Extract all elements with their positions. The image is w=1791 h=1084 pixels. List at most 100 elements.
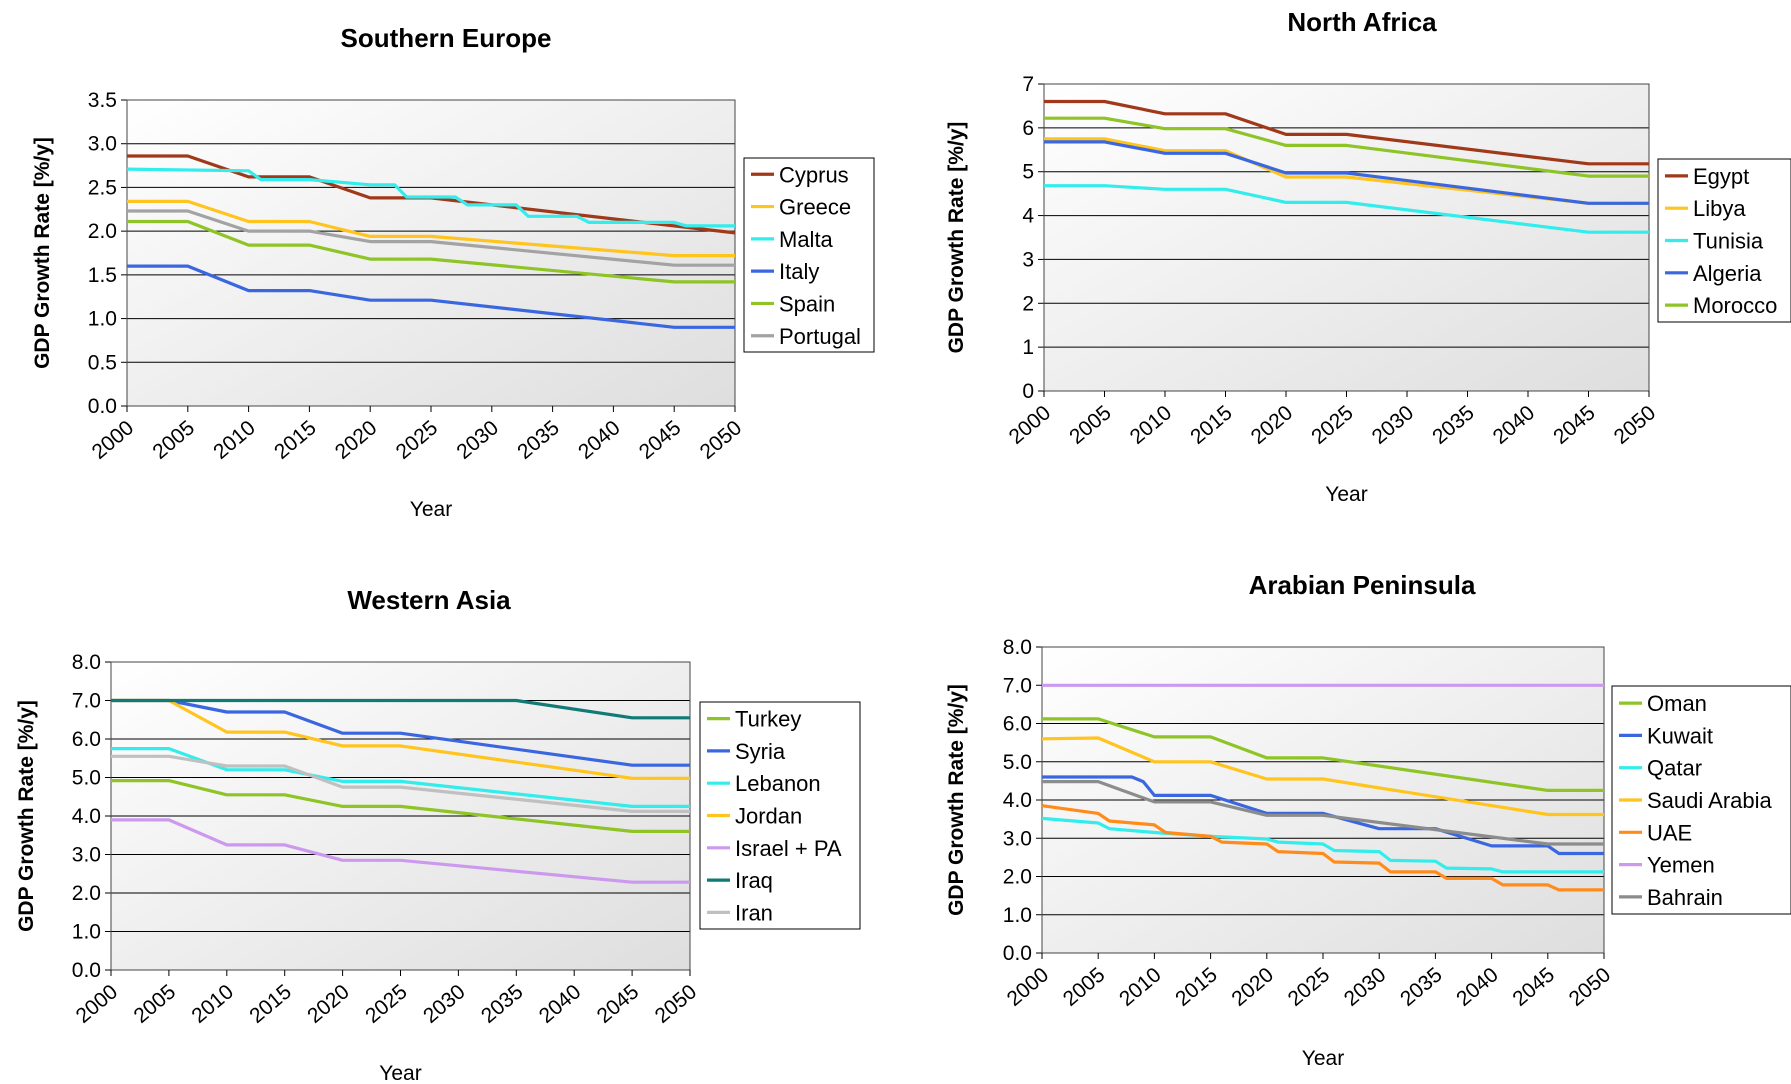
x-tick-label: 2045 [1508,963,1559,1011]
y-tick-label: 6.0 [1003,713,1032,736]
legend-label: Italy [779,259,819,284]
x-tick-label: 2040 [1452,963,1503,1011]
x-tick-label: 2045 [635,416,686,464]
x-tick-label: 2040 [1489,401,1540,449]
y-axis-title: GDP Growth Rate [%/y] [15,700,38,932]
series-line-bahrain [1042,780,1604,846]
y-tick-label: 4 [1022,205,1034,228]
x-axis-title: Year [1325,483,1367,506]
series-line-saudi-arabia [1041,736,1604,817]
legend-label: Morocco [1693,293,1777,318]
series-line-oman [1042,717,1604,792]
y-tick-label: 3.0 [72,844,101,867]
series-line-syria [111,698,690,767]
x-tick-label: 2035 [513,416,564,464]
legend [743,157,875,353]
legend-label: Bahrain [1647,885,1723,910]
legend-label: Spain [779,291,835,316]
series-line-tunisia [1044,184,1649,234]
y-tick-label: 0.0 [72,959,101,982]
x-tick-label: 2040 [574,416,625,464]
x-tick-label: 2000 [1003,963,1054,1011]
x-tick-label: 2010 [1126,401,1177,449]
y-tick-label: 1.0 [72,921,101,944]
series-line-qatar [1041,816,1604,874]
y-tick-label: 2 [1022,292,1034,315]
y-axis-title: GDP Growth Rate [%/y] [945,684,968,916]
x-tick-label: 2040 [535,980,586,1028]
y-tick-label: 3 [1022,248,1034,271]
y-tick-label: 4.0 [1003,789,1032,812]
x-tick-label: 2005 [148,416,199,464]
series-line-iraq [111,698,690,720]
series-line-morocco [1044,116,1649,178]
y-tick-label: 0.0 [1003,942,1032,965]
y-tick-label: 1.5 [88,264,117,287]
x-tick-label: 2030 [1368,401,1419,449]
series-line-uae [1041,804,1604,892]
x-tick-label: 2010 [209,416,260,464]
x-tick-label: 2005 [1059,963,1110,1011]
legend-label: Turkey [735,707,801,732]
chart-title: Western Asia [347,585,511,615]
legend-label: Saudi Arabia [1647,788,1773,813]
legend-label: Qatar [1647,756,1702,781]
legend-label: Iran [735,900,773,925]
series-line-portugal [127,209,735,267]
x-tick-label: 2010 [187,980,238,1028]
series-line-malta [126,167,735,228]
legend-label: Portugal [779,324,861,349]
legend-label: Kuwait [1647,723,1713,748]
x-tick-label: 2025 [361,980,412,1028]
x-tick-label: 2020 [1227,963,1278,1011]
plot-area [1044,84,1649,391]
x-axis-title: Year [410,498,452,521]
y-tick-label: 7.0 [72,690,101,713]
x-tick-label: 2025 [1284,963,1335,1011]
y-tick-label: 7.0 [1003,674,1032,697]
chart-title: Southern Europe [341,23,552,53]
x-tick-label: 2035 [477,980,528,1028]
x-tick-label: 2020 [1247,401,1298,449]
x-tick-label: 2045 [1549,401,1600,449]
y-tick-label: 1.0 [1003,904,1032,927]
x-tick-label: 2035 [1428,401,1479,449]
y-tick-label: 3.5 [88,89,117,112]
x-tick-label: 2015 [245,980,296,1028]
x-tick-label: 2015 [1171,963,1222,1011]
x-tick-label: 2050 [1565,963,1616,1011]
legend-label: Jordan [735,804,802,829]
y-tick-label: 3.0 [88,133,117,156]
x-tick-label: 2045 [593,980,644,1028]
x-axis-title: Year [1302,1047,1344,1070]
legend-label: Libya [1693,196,1746,221]
legend-label: Yemen [1647,853,1715,878]
legend-label: Greece [779,195,851,220]
x-tick-label: 2050 [696,416,747,464]
legend-label: Tunisia [1693,229,1764,254]
x-axis-title: Year [379,1062,421,1084]
series-line-israel-pa [111,818,690,884]
series-line-greece [127,199,735,258]
chart-title: North Africa [1287,7,1437,37]
x-tick-label: 2030 [1340,963,1391,1011]
x-tick-label: 2000 [88,416,139,464]
chart-title: Arabian Peninsula [1249,570,1476,600]
y-tick-label: 0 [1022,380,1034,403]
x-tick-label: 2030 [452,416,503,464]
chart-panel-2: Western Asia 0.0 1.0 2.0 3.0 4.0 5.0 6.0 7.0 8.0 2… [15,585,861,1084]
series-line-italy [127,264,735,329]
legend-label: Iraq [735,868,773,893]
y-tick-label: 5.0 [72,767,101,790]
x-tick-label: 2020 [303,980,354,1028]
x-tick-label: 2005 [130,980,181,1028]
y-axis-title: GDP Growth Rate [%/y] [31,137,54,369]
y-tick-label: 2.0 [1003,866,1032,889]
legend-label: Algeria [1693,261,1762,286]
x-tick-label: 2050 [1610,401,1661,449]
x-tick-label: 2020 [331,416,382,464]
legend-label: Egypt [1693,164,1749,189]
y-axis-title: GDP Growth Rate [%/y] [945,122,968,354]
series-line-spain [127,219,735,284]
